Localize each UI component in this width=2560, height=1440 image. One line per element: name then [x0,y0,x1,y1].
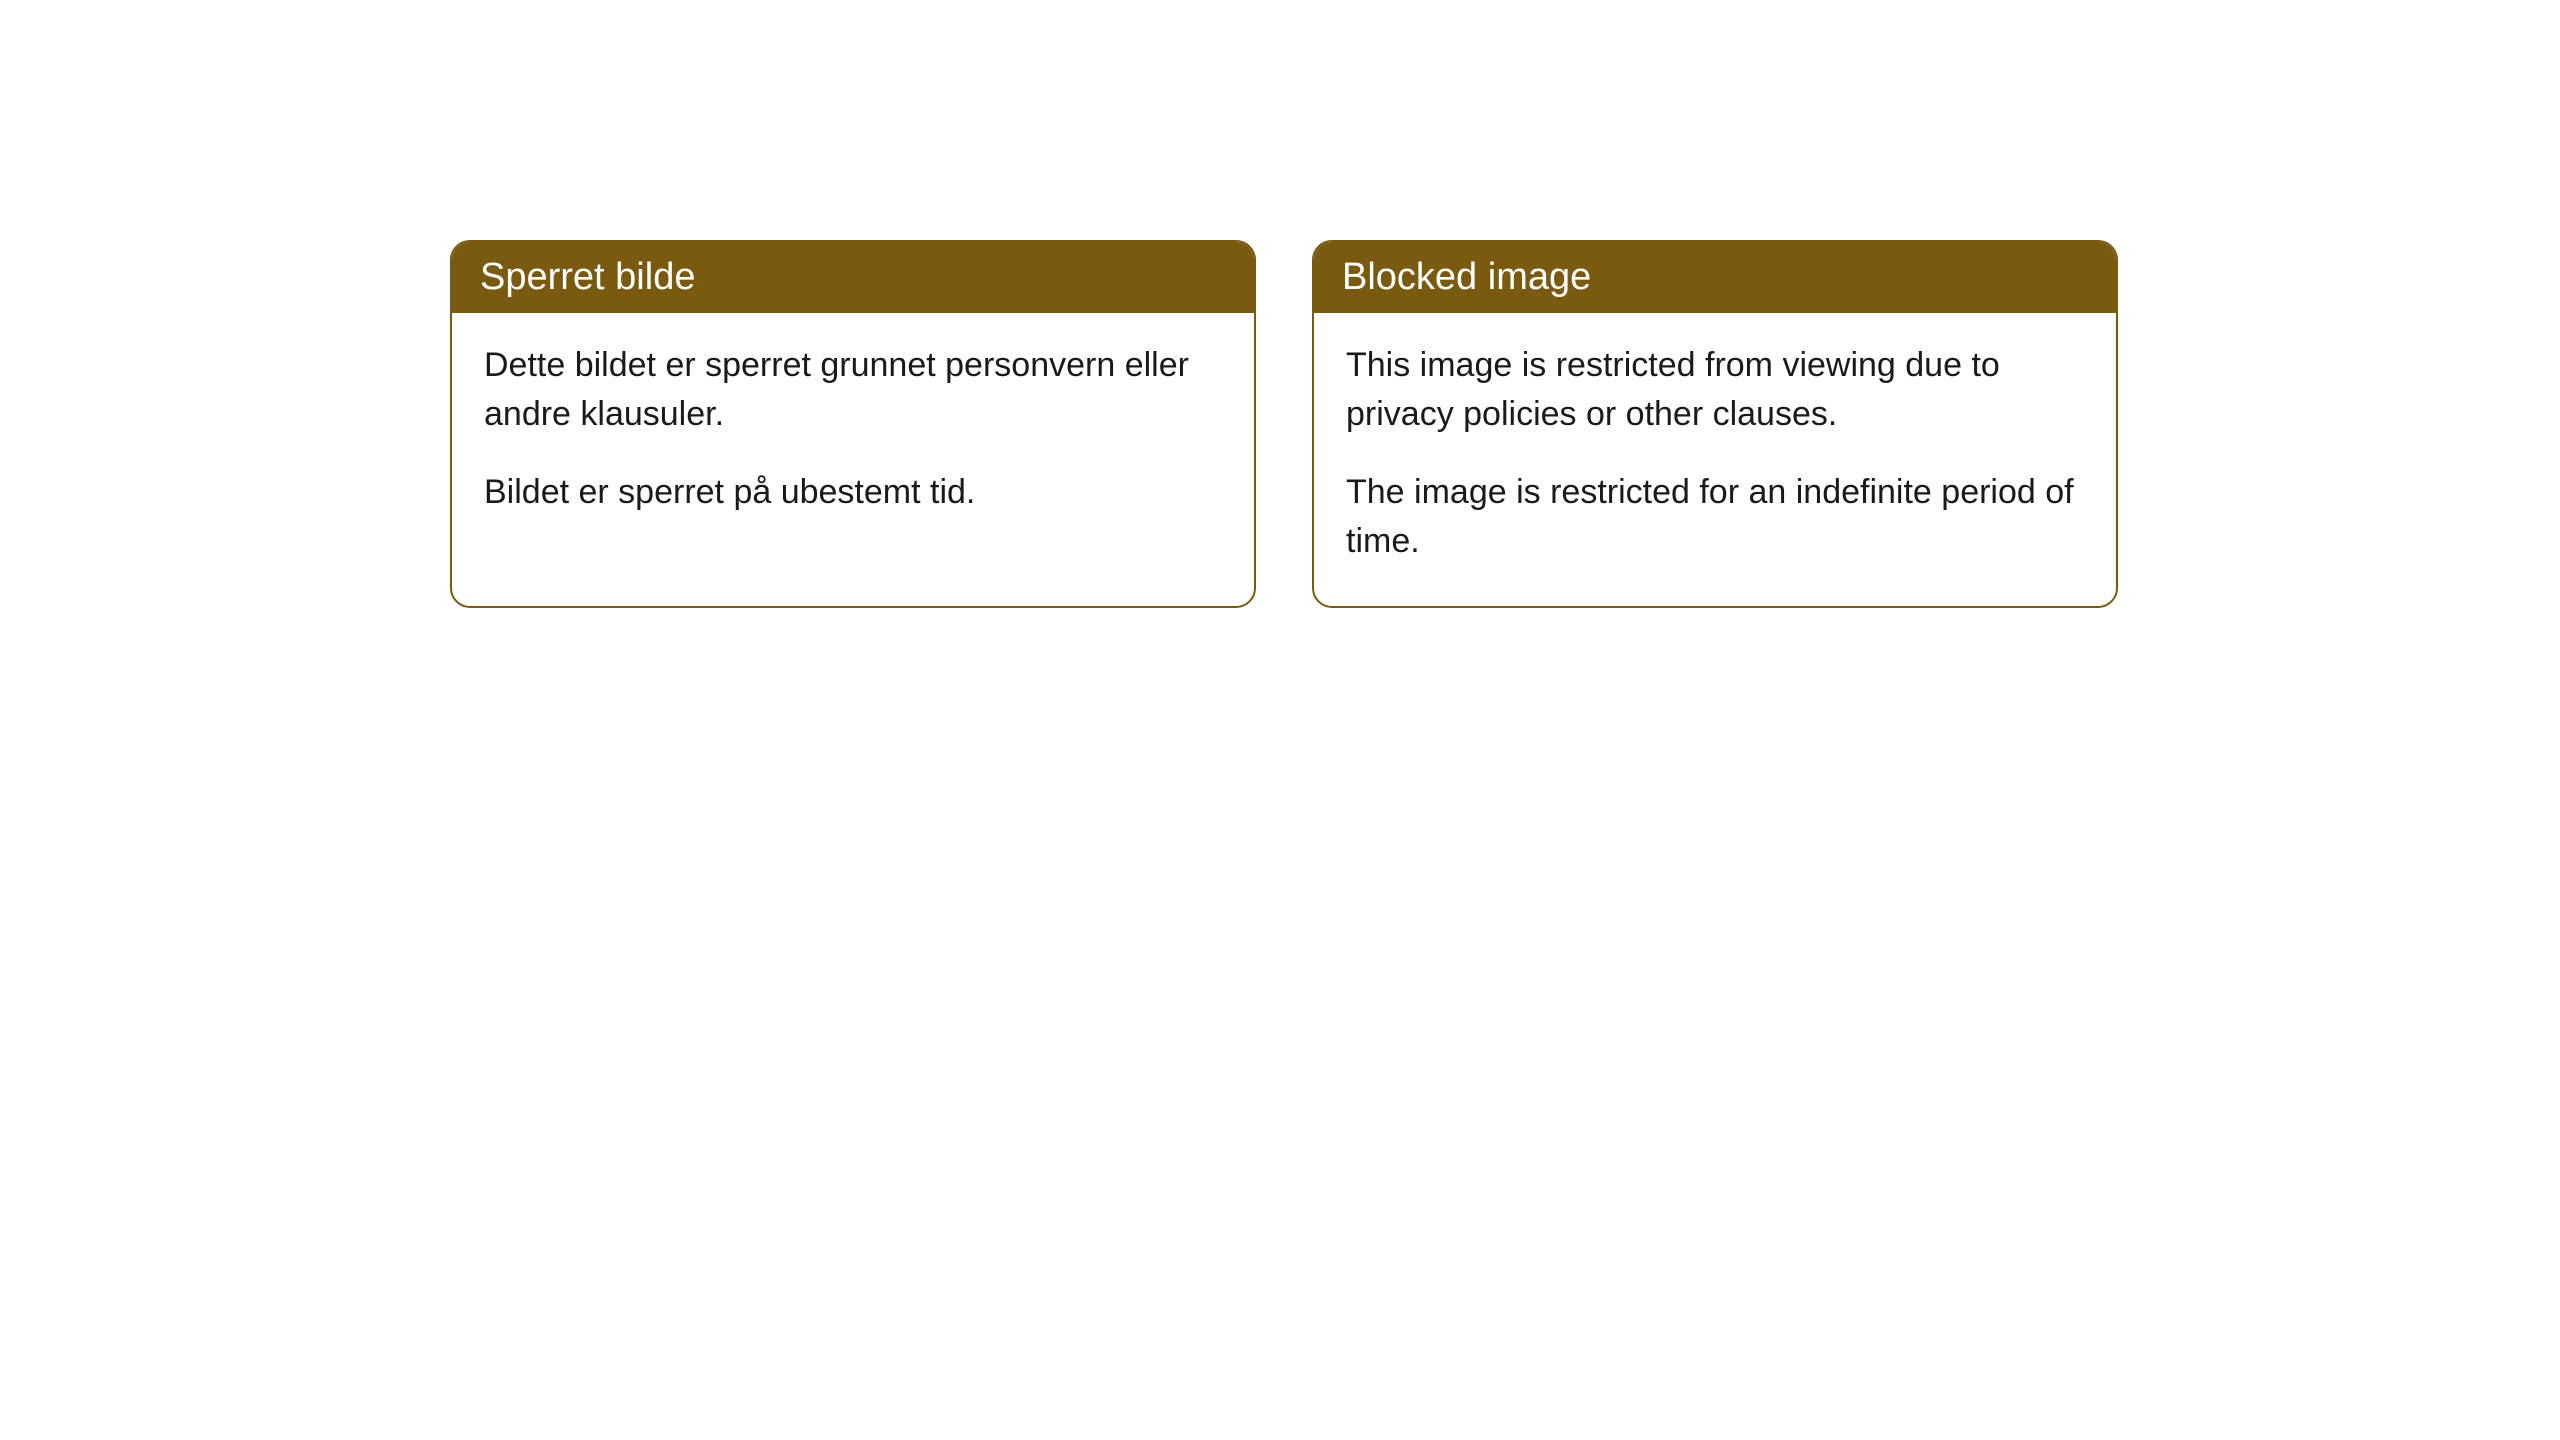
card-paragraph: Bildet er sperret på ubestemt tid. [484,468,1222,517]
card-paragraph: Dette bildet er sperret grunnet personve… [484,341,1222,440]
card-body: This image is restricted from viewing du… [1314,313,2116,606]
card-title: Sperret bilde [480,256,695,298]
card-title: Blocked image [1342,256,1591,298]
card-paragraph: This image is restricted from viewing du… [1346,341,2084,440]
card-header: Sperret bilde [452,242,1254,313]
notice-cards-container: Sperret bilde Dette bildet er sperret gr… [450,240,2118,608]
card-paragraph: The image is restricted for an indefinit… [1346,468,2084,567]
card-header: Blocked image [1314,242,2116,313]
notice-card-norwegian: Sperret bilde Dette bildet er sperret gr… [450,240,1256,608]
notice-card-english: Blocked image This image is restricted f… [1312,240,2118,608]
card-body: Dette bildet er sperret grunnet personve… [452,313,1254,557]
